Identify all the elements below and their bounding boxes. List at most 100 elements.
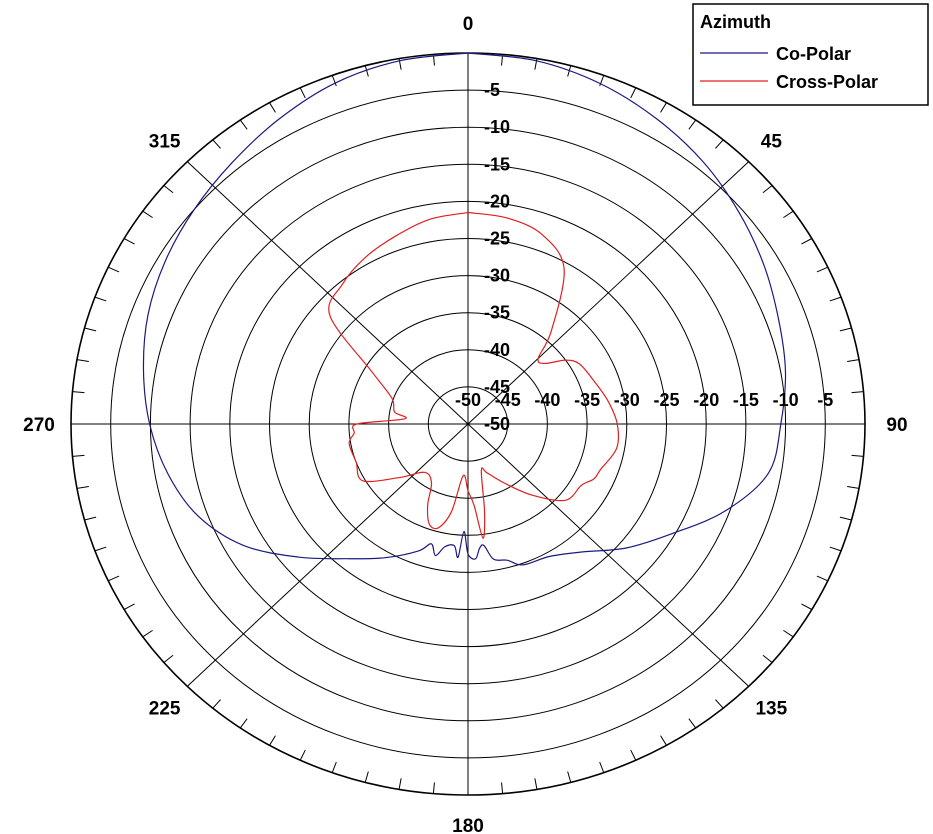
series-line-co-polar [142,52,787,566]
radial-tick-label-h: -35 [574,390,600,410]
minor-tick [715,699,724,709]
minor-tick [501,782,504,794]
minor-tick [829,546,842,552]
minor-tick [783,210,794,219]
radial-tick-label-h: -15 [733,390,759,410]
minor-tick [94,296,107,302]
minor-tick [688,718,697,729]
radial-tick-label-v: -10 [484,117,510,137]
minor-tick [816,266,828,273]
minor-tick [630,749,637,761]
spoke-135 [467,423,750,687]
minor-tick [398,778,402,790]
minor-tick [432,782,435,794]
minor-tick [816,575,828,582]
angle-label-90: 90 [886,415,907,436]
minor-tick [123,603,135,610]
minor-tick [599,761,605,773]
minor-tick [783,629,794,638]
radial-tick-label-h: -10 [773,390,799,410]
legend: Azimuth Co-Polar Cross-Polar [692,3,929,106]
spokes [71,53,865,795]
minor-tick [331,75,337,87]
minor-tick [660,102,667,113]
minor-tick [212,139,221,149]
minor-tick [715,139,724,149]
minor-tick [269,102,276,113]
minor-tick [123,238,135,245]
series-line-cross-polar [328,211,620,539]
angle-tick-labels: 0 45 90 135 180 225 270 315 [23,14,907,834]
radial-tick-label-v: -45 [484,377,510,397]
angle-label-45: 45 [761,132,783,153]
radial-tick-label-v: -30 [484,266,510,286]
minor-tick [72,391,85,394]
minor-tick [534,778,538,790]
minor-tick [72,454,85,457]
minor-tick [660,735,667,746]
minor-tick [851,391,864,394]
minor-tick [829,296,842,302]
minor-ticks [72,54,864,794]
minor-tick [801,603,813,610]
radial-tick-label-h: -5 [817,390,833,410]
minor-tick [142,629,153,638]
minor-tick [142,210,153,219]
minor-tick [847,359,860,363]
radial-tick-label-h: -25 [653,390,679,410]
minor-tick [364,65,369,77]
minor-tick [801,238,813,245]
angle-label-135: 135 [755,698,787,719]
legend-entry-cross-polar: Cross-Polar [776,72,878,92]
radial-tick-label-h: -45 [495,390,521,410]
minor-tick [839,327,852,332]
minor-tick [851,454,864,457]
minor-tick [94,546,107,552]
minor-tick [299,749,306,761]
minor-tick [76,359,89,363]
minor-tick [567,771,572,783]
minor-tick [630,87,637,99]
radial-tick-label-h: -40 [534,390,560,410]
minor-tick [269,735,276,746]
radial-tick-label-h: -50 [455,390,481,410]
minor-tick [762,185,773,194]
series-layer [142,52,787,566]
radial-tick-label-h: -20 [693,390,719,410]
radial-tick-label-v: -50 [484,414,510,434]
minor-tick [76,485,89,489]
angle-label-0: 0 [463,14,474,35]
minor-tick [108,575,120,582]
minor-tick [847,485,860,489]
angle-label-180: 180 [452,816,484,834]
minor-tick [212,699,221,709]
angle-label-315: 315 [149,132,181,153]
minor-tick [239,119,248,130]
legend-entry-co-polar: Co-Polar [776,44,851,64]
radial-tick-labels: -50-45-40-35-30-25-20-15-10-5-50 -45 -40 -3… [455,80,833,434]
minor-tick [364,771,369,783]
radial-tick-label-v: -5 [484,80,500,100]
minor-tick [108,266,120,273]
minor-tick [839,516,852,521]
minor-tick [84,516,97,521]
minor-tick [688,119,697,130]
radial-tick-label-v: -25 [484,229,510,249]
minor-tick [163,654,174,663]
angle-label-270: 270 [23,415,55,436]
spoke-315 [186,161,469,425]
legend-box [692,3,929,106]
minor-tick [331,761,337,773]
radial-tick-label-v: -20 [484,191,510,211]
spoke-45 [467,161,750,425]
radial-tick-label-v: -35 [484,303,510,323]
radial-tick-label-v: -15 [484,154,510,174]
radial-tick-label-v: -40 [484,340,510,360]
spoke-225 [186,423,469,687]
legend-title: Azimuth [700,12,771,32]
minor-tick [239,718,248,729]
angle-label-225: 225 [149,698,181,719]
radial-tick-label-h: -30 [614,390,640,410]
minor-tick [762,654,773,663]
